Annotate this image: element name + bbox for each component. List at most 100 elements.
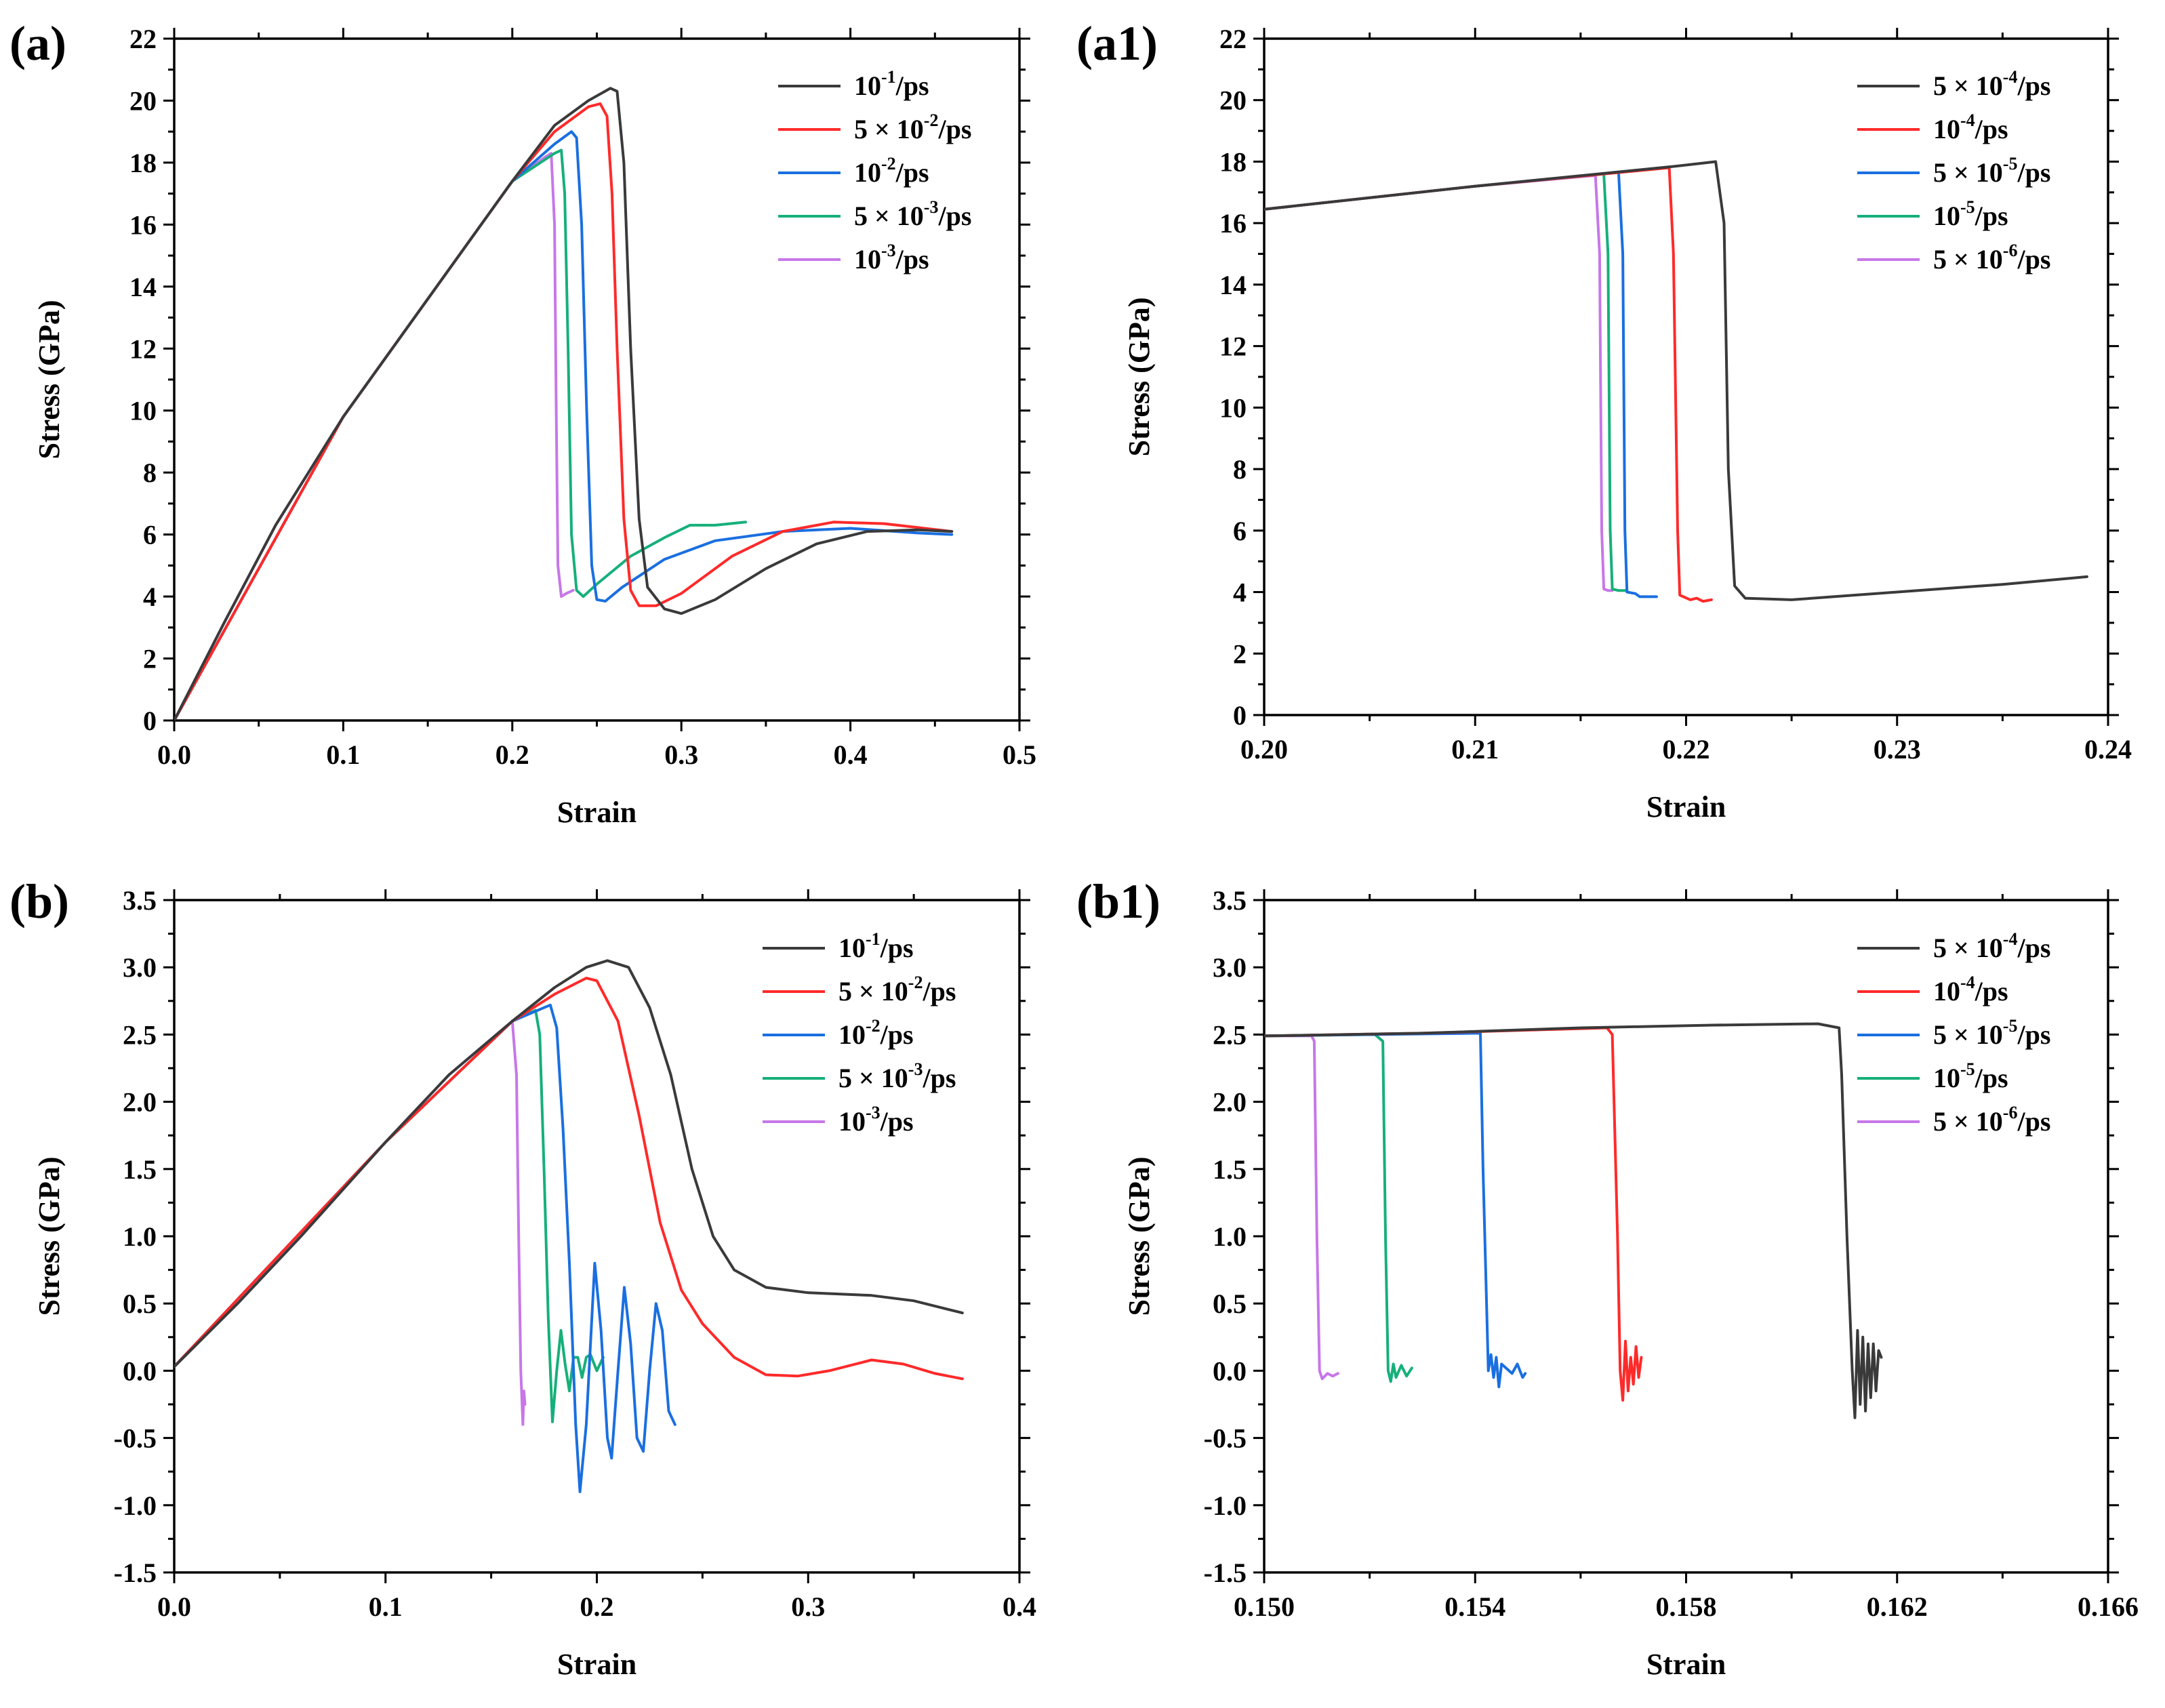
y-tick-label: 20	[129, 85, 157, 116]
series-line-green	[1264, 1033, 1413, 1383]
series-group	[1264, 160, 2088, 603]
x-tick-label: 0.0	[157, 739, 191, 770]
y-tick-label: 1.0	[123, 1221, 157, 1252]
x-tick-label: 0.3	[664, 739, 698, 770]
legend-label: 5 × 10-5/ps	[1933, 1016, 2050, 1050]
series-line-red	[1264, 1026, 1643, 1402]
series-line-black	[1264, 1022, 1883, 1419]
y-tick-label: 1.5	[123, 1154, 157, 1185]
x-axis-title: Strain	[557, 1648, 636, 1681]
chart-panel-b: (b) 0.0 0.1 0.2 0.3 0.4 -1.5 -1.0 -0.5 0.0 0.5 1.0 1…	[9, 874, 1036, 1681]
x-tick-label: 0.24	[2084, 734, 2132, 765]
y-tick-label: 2	[143, 644, 157, 674]
y-tick-label: 6	[1233, 516, 1247, 546]
y-tick-label: 22	[129, 24, 157, 54]
series-line-red	[174, 977, 964, 1381]
x-tick-label: 0.158	[1656, 1591, 1717, 1622]
y-tick-label: 18	[1219, 146, 1247, 177]
panel-label: (a)	[9, 16, 66, 70]
legend-label: 10-3/ps	[854, 241, 929, 274]
y-tick-label: -1.5	[114, 1558, 157, 1588]
y-axis-title: Stress (GPa)	[1122, 1156, 1156, 1316]
series-line-violet	[1264, 1034, 1339, 1381]
y-tick-label: 0	[143, 706, 157, 736]
x-tick-label: 0.5	[1003, 739, 1036, 770]
y-tick-label: 0	[1233, 700, 1247, 731]
panel-label: (a1)	[1076, 16, 1158, 70]
y-tick-label: 8	[1233, 454, 1247, 485]
y-tick-label: -1.5	[1204, 1558, 1247, 1588]
x-tick-label: 0.0	[157, 1591, 191, 1622]
y-tick-label: 12	[129, 333, 157, 364]
x-tick-label: 0.22	[1663, 734, 1710, 765]
series-line-red	[1264, 166, 1713, 603]
series-group	[174, 87, 954, 720]
chart-panel-a: (a) 0.0 0.1 0.2 0.3 0.4 0.5 0 2 4 6 8 10 12 14 16 18 20 22…	[9, 16, 1036, 829]
x-axis-title: Strain	[1646, 1648, 1726, 1681]
y-tick-label: 0.5	[123, 1288, 157, 1319]
y-tick-label: 2	[1233, 638, 1247, 669]
series-line-violet	[1264, 174, 1614, 592]
legend-label: 5 × 10-5/ps	[1933, 154, 2050, 188]
y-tick-label: 14	[1219, 270, 1247, 300]
series-line-black	[174, 87, 954, 720]
x-tick-label: 0.21	[1451, 734, 1499, 765]
legend-label: 5 × 10-6/ps	[1933, 1103, 2050, 1137]
panel-label: (b)	[9, 874, 69, 929]
series-line-blue	[174, 130, 954, 720]
legend-label: 10-3/ps	[838, 1103, 914, 1137]
legend-label: 5 × 10-2/ps	[854, 110, 971, 144]
x-tick-label: 0.2	[580, 1591, 614, 1622]
y-tick-label: 16	[1219, 208, 1247, 239]
x-tick-label: 0.2	[495, 739, 529, 770]
legend: 5 × 10-4/ps 10-4/ps 5 × 10-5/ps 10-5/ps 5 × …	[1857, 67, 2050, 274]
y-tick-label: 3.5	[1213, 885, 1247, 916]
y-tick-label: 2.5	[1213, 1019, 1247, 1050]
legend-label: 10-5/ps	[1933, 1059, 2008, 1093]
x-tick-label: 0.166	[2078, 1591, 2139, 1622]
y-tick-label: 1.5	[1213, 1154, 1247, 1185]
y-axis-title: Stress (GPa)	[33, 1156, 66, 1316]
y-tick-label: 0.0	[123, 1356, 157, 1386]
legend-label: 5 × 10-3/ps	[838, 1059, 956, 1093]
legend-label: 5 × 10-4/ps	[1933, 929, 2050, 963]
series-line-blue	[174, 1003, 676, 1493]
y-tick-label: 1.0	[1213, 1221, 1247, 1252]
legend: 5 × 10-4/ps 10-4/ps 5 × 10-5/ps 10-5/ps 5 × …	[1857, 929, 2050, 1137]
x-axis-title: Strain	[557, 796, 636, 829]
y-tick-label: 12	[1219, 331, 1247, 362]
y-tick-label: 4	[1233, 577, 1247, 608]
x-tick-label: 0.154	[1444, 1591, 1505, 1622]
x-tick-label: 0.4	[834, 739, 868, 770]
series-line-violet	[174, 152, 575, 720]
legend: 10-1/ps 5 × 10-2/ps 10-2/ps 5 × 10-3/ps 10-3…	[763, 929, 956, 1137]
x-tick-label: 0.162	[1867, 1591, 1928, 1622]
x-tick-label: 0.3	[791, 1591, 825, 1622]
y-tick-label: 8	[143, 458, 157, 488]
x-tick-label: 0.20	[1240, 734, 1288, 765]
x-tick-label: 0.4	[1003, 1591, 1036, 1622]
legend-label: 10-2/ps	[854, 154, 929, 188]
y-tick-label: -1.0	[114, 1490, 157, 1521]
legend-label: 5 × 10-2/ps	[838, 973, 956, 1006]
y-tick-label: 4	[143, 582, 157, 612]
legend-label: 10-4/ps	[1933, 973, 2008, 1006]
series-line-black	[174, 959, 964, 1368]
x-tick-label: 0.23	[1874, 734, 1921, 765]
y-tick-label: 6	[143, 520, 157, 550]
legend-label: 5 × 10-6/ps	[1933, 241, 2050, 274]
y-tick-label: 10	[129, 396, 157, 426]
chart-panel-b1: (b1) 0.150 0.154 0.158 0.162 0.166 -1.5 -1.0 -0.…	[1076, 874, 2139, 1681]
y-tick-label: 14	[129, 272, 157, 302]
legend-label: 10-1/ps	[838, 929, 914, 963]
y-tick-label: -0.5	[1204, 1423, 1247, 1454]
series-line-violet	[174, 1019, 527, 1426]
y-tick-label: 2.5	[123, 1019, 157, 1050]
y-tick-label: 20	[1219, 85, 1247, 116]
series-line-green	[174, 148, 747, 720]
y-tick-label: 0.5	[1213, 1288, 1247, 1319]
y-tick-label: 18	[129, 148, 157, 178]
legend-label: 10-2/ps	[838, 1016, 914, 1050]
y-tick-label: 16	[129, 209, 157, 240]
